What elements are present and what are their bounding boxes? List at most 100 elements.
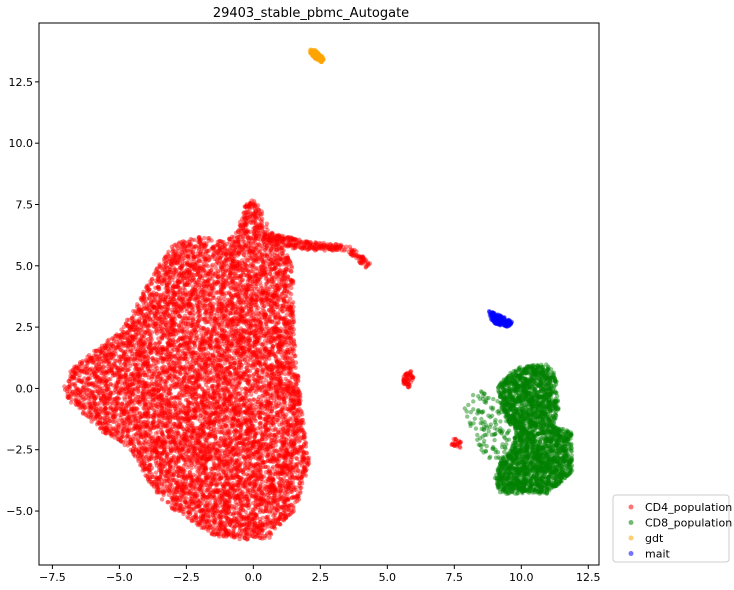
data-point (244, 378, 250, 383)
data-point (282, 493, 287, 499)
data-point (243, 409, 248, 414)
data-point (197, 482, 202, 487)
data-point (251, 211, 257, 216)
data-point (121, 427, 126, 433)
data-point (277, 464, 282, 469)
data-point (264, 224, 269, 229)
data-point (236, 452, 241, 457)
data-point (197, 407, 202, 412)
data-point (302, 464, 307, 470)
data-point (186, 449, 191, 455)
data-point (277, 497, 282, 502)
data-point (269, 319, 275, 324)
data-point (250, 382, 255, 387)
data-point (236, 449, 241, 454)
data-point (147, 295, 152, 300)
data-point (245, 444, 250, 449)
data-point (123, 391, 128, 396)
data-point (233, 472, 238, 477)
data-point (181, 446, 186, 451)
data-point (126, 338, 132, 344)
data-point (77, 368, 82, 373)
data-point (213, 316, 218, 321)
data-point (99, 359, 104, 364)
data-point (213, 265, 218, 271)
data-point (220, 492, 225, 497)
data-point (276, 320, 281, 325)
data-point (245, 288, 250, 293)
data-point (99, 378, 104, 383)
data-point (152, 313, 157, 318)
data-point (289, 317, 295, 323)
data-point (249, 385, 254, 391)
data-point (85, 354, 90, 359)
data-point (160, 489, 165, 494)
data-point (219, 302, 224, 307)
data-point (280, 364, 286, 369)
data-point (173, 249, 178, 254)
data-point (248, 229, 253, 234)
data-point (198, 515, 203, 520)
data-point (289, 339, 294, 344)
data-point (150, 392, 155, 398)
data-point (206, 379, 211, 384)
data-point (291, 342, 296, 347)
data-point (233, 371, 239, 377)
data-point (194, 446, 199, 451)
data-point (275, 502, 281, 507)
data-point (214, 525, 220, 531)
points-layer (62, 47, 575, 542)
data-point (251, 258, 256, 263)
data-point (182, 345, 187, 351)
data-point (236, 372, 241, 378)
data-point (271, 495, 276, 501)
data-point (218, 369, 223, 375)
data-point (212, 355, 217, 361)
data-point (212, 421, 217, 426)
data-point (263, 398, 268, 404)
data-point (115, 402, 121, 407)
data-point (141, 334, 146, 340)
data-point (160, 273, 165, 278)
data-point (287, 484, 292, 489)
data-point (221, 278, 226, 283)
data-point (205, 457, 210, 462)
data-point (260, 448, 265, 453)
data-point (136, 339, 141, 344)
data-point (228, 438, 234, 443)
data-point (254, 279, 259, 285)
data-point (142, 380, 147, 385)
data-point (251, 231, 257, 237)
data-point (229, 306, 234, 311)
data-point (246, 386, 251, 392)
data-point (182, 245, 187, 250)
data-point (183, 461, 188, 467)
data-point (88, 381, 93, 387)
data-point (237, 335, 242, 340)
data-point (213, 262, 218, 267)
data-point (114, 339, 119, 345)
data-point (205, 405, 211, 410)
data-point (202, 294, 208, 299)
data-point (172, 290, 177, 296)
data-point (259, 375, 264, 380)
data-point (200, 394, 206, 400)
data-point (233, 460, 238, 466)
data-point (275, 302, 280, 307)
data-point (185, 401, 191, 407)
data-point (99, 376, 105, 381)
data-point (75, 393, 81, 398)
data-point (236, 357, 241, 363)
data-point (158, 458, 164, 463)
data-point (199, 444, 204, 449)
data-point (215, 401, 220, 407)
data-point (203, 339, 208, 344)
data-point (256, 341, 261, 346)
data-point (289, 403, 294, 408)
data-point (260, 464, 266, 470)
data-point (195, 452, 200, 457)
series-cd4-population (62, 198, 463, 542)
data-point (177, 364, 183, 369)
data-point (224, 459, 229, 464)
data-point (103, 428, 108, 433)
